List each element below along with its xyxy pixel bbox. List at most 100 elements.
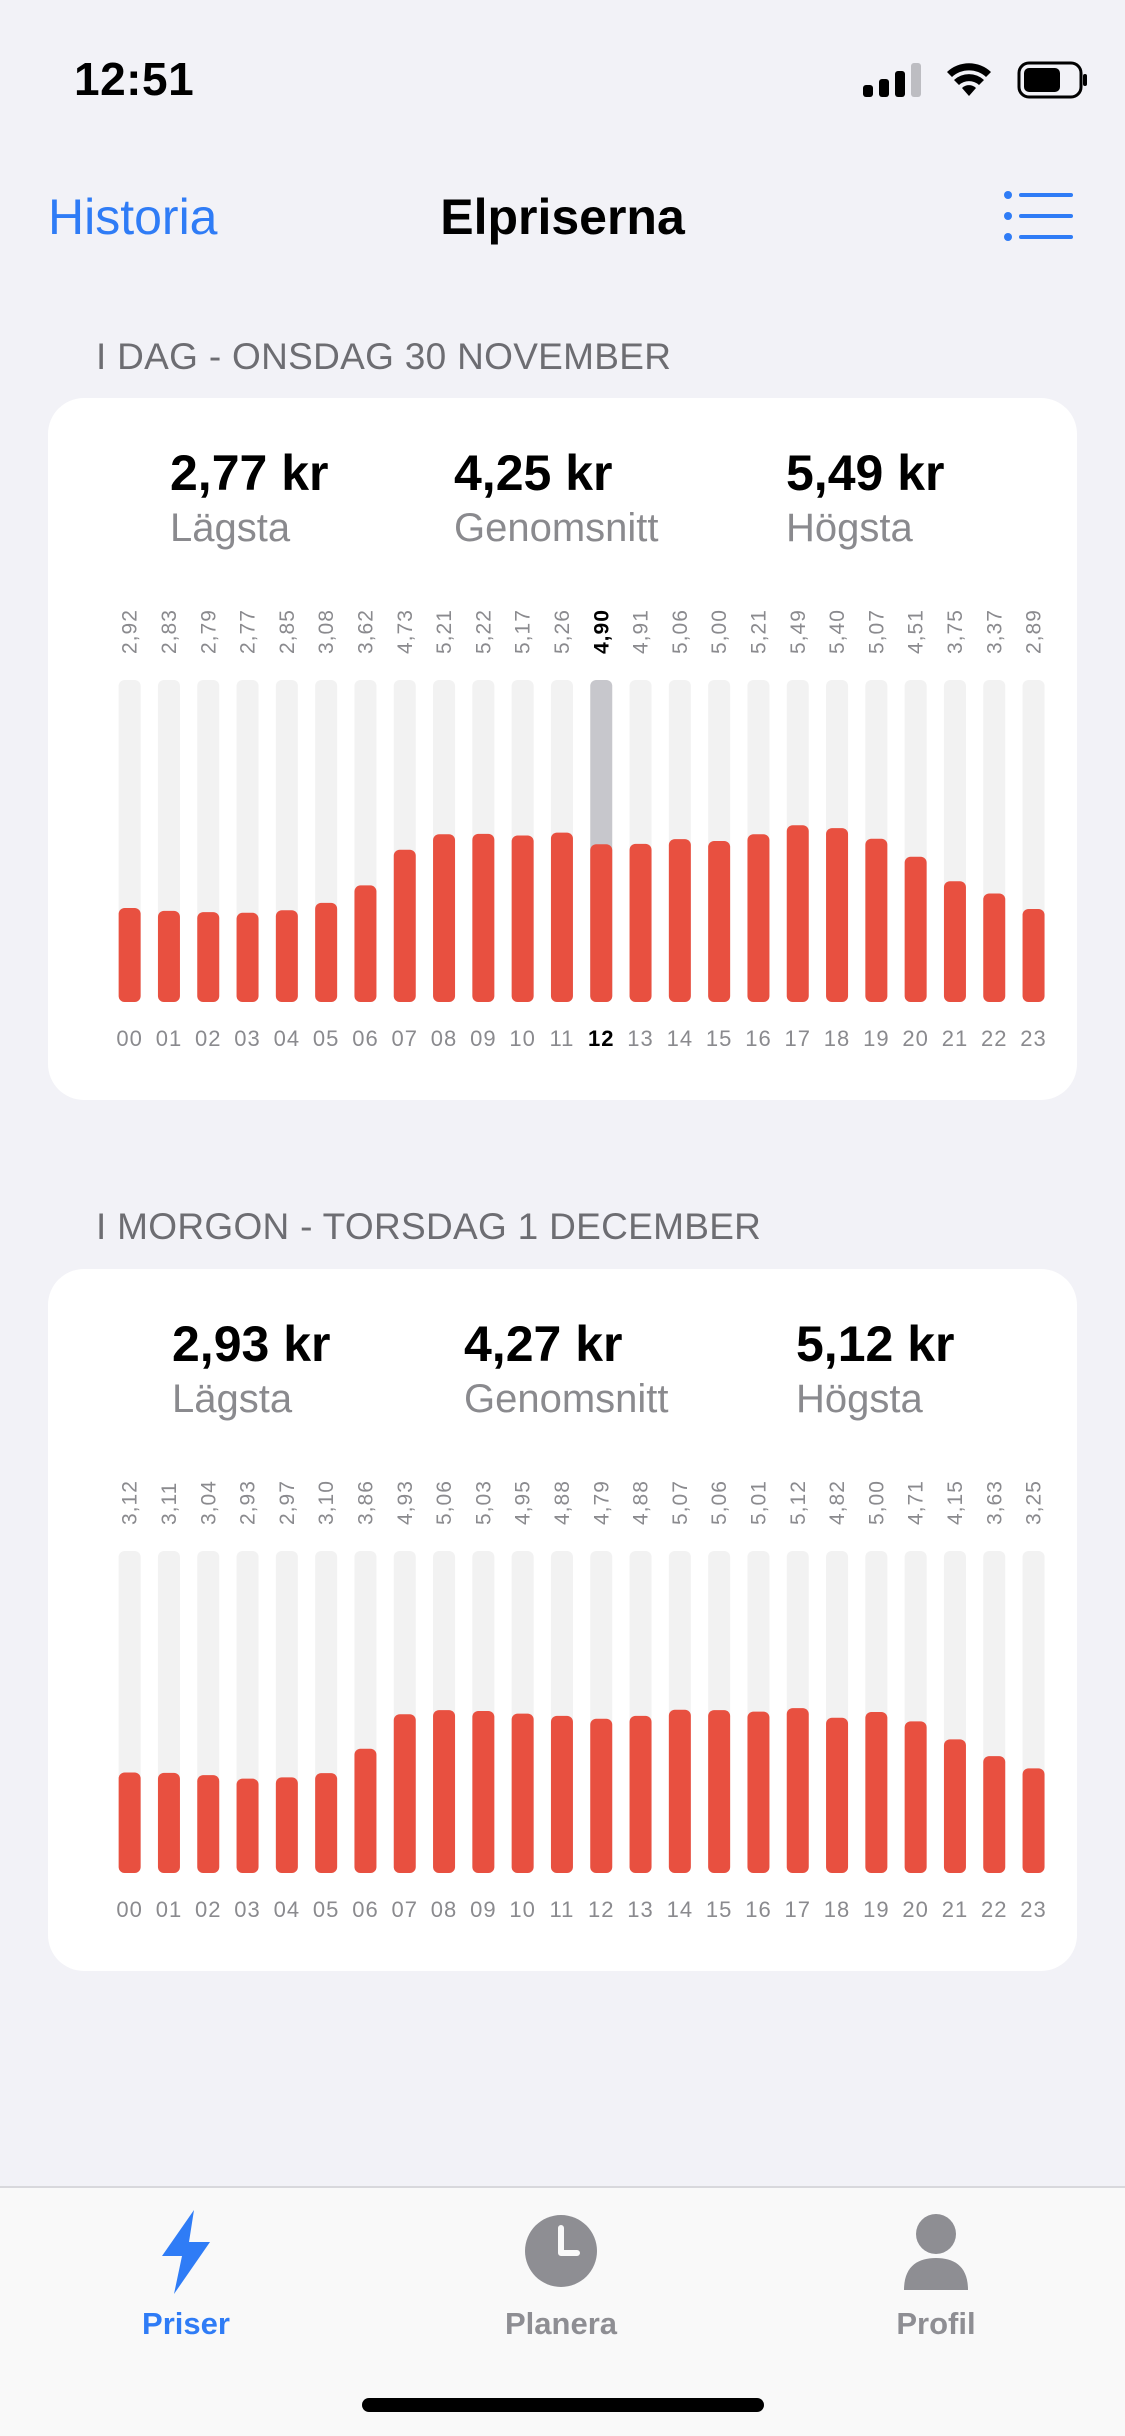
price-bar[interactable] — [629, 843, 652, 1002]
value-label: 5,26 — [551, 609, 574, 654]
price-bar[interactable] — [943, 881, 966, 1002]
price-bar[interactable] — [668, 839, 691, 1002]
hour-tick-label: 13 — [627, 1026, 653, 1051]
value-label: 4,91 — [630, 609, 653, 654]
hour-tick-label: 21 — [942, 1026, 968, 1051]
summary-max-label: Högsta — [786, 506, 913, 550]
price-bar[interactable] — [550, 1715, 573, 1873]
hour-tick-label: 07 — [392, 1026, 418, 1051]
value-label: 3,86 — [354, 1480, 377, 1525]
value-label: 5,01 — [747, 1480, 770, 1525]
price-bar[interactable] — [865, 838, 888, 1002]
hour-tick-label: 20 — [902, 1026, 928, 1051]
value-label: 2,77 — [237, 609, 260, 654]
price-bar[interactable] — [236, 1778, 259, 1873]
price-bar[interactable] — [472, 833, 495, 1002]
price-bar[interactable] — [590, 844, 613, 1002]
hour-tick-label: 16 — [745, 1897, 771, 1922]
price-bar[interactable] — [708, 841, 731, 1002]
price-bar[interactable] — [747, 834, 770, 1002]
price-bar[interactable] — [275, 1777, 298, 1873]
value-label: 5,21 — [433, 609, 456, 654]
hour-tick-label: 20 — [902, 1897, 928, 1922]
price-bar[interactable] — [983, 1756, 1006, 1873]
price-bar[interactable] — [393, 1714, 416, 1873]
hour-tick-label: 15 — [706, 1026, 732, 1051]
price-bar[interactable] — [236, 912, 259, 1002]
price-bar[interactable] — [904, 856, 927, 1002]
price-bar[interactable] — [511, 835, 534, 1002]
hour-tick-label: 10 — [509, 1897, 535, 1922]
summary-max-label: Högsta — [796, 1377, 923, 1421]
value-label: 2,97 — [276, 1480, 299, 1525]
tab-bar: Priser Planera Profil — [0, 2186, 1125, 2436]
price-bar[interactable] — [708, 1710, 731, 1873]
price-bar[interactable] — [943, 1739, 966, 1873]
hour-tick-label: 18 — [824, 1897, 850, 1922]
value-label: 3,37 — [983, 609, 1006, 654]
price-bar[interactable] — [983, 893, 1006, 1002]
price-bar[interactable] — [157, 1772, 180, 1873]
price-bar[interactable] — [904, 1721, 927, 1873]
price-bar[interactable] — [826, 828, 849, 1002]
price-bar[interactable] — [197, 1775, 220, 1873]
price-bar[interactable] — [118, 1772, 141, 1873]
price-bar[interactable] — [747, 1711, 770, 1873]
value-label: 4,95 — [512, 1480, 535, 1525]
hour-tick-label: 14 — [667, 1897, 693, 1922]
price-bar[interactable] — [315, 1773, 338, 1873]
price-bar[interactable] — [511, 1713, 534, 1873]
price-bar[interactable] — [315, 902, 338, 1002]
price-bar[interactable] — [118, 907, 141, 1002]
summary-min-value: 2,93 kr — [172, 1316, 331, 1372]
tab-label: Planera — [504, 2306, 617, 2341]
price-bar[interactable] — [157, 910, 180, 1002]
price-bar[interactable] — [786, 825, 809, 1002]
list-icon[interactable] — [1003, 190, 1073, 242]
price-bar[interactable] — [433, 834, 456, 1002]
price-bar[interactable] — [354, 885, 377, 1002]
value-label: 4,88 — [551, 1480, 574, 1525]
price-bar[interactable] — [826, 1717, 849, 1873]
price-bar[interactable] — [550, 832, 573, 1002]
hour-tick-label: 04 — [274, 1026, 300, 1051]
tab-profil[interactable]: Profil — [826, 2206, 1046, 2342]
hour-tick-label: 05 — [313, 1026, 339, 1051]
hour-tick-label: 00 — [116, 1026, 142, 1051]
value-label: 3,11 — [158, 1482, 181, 1525]
value-label: 2,83 — [158, 609, 181, 654]
hour-tick-label: 12 — [588, 1897, 614, 1922]
price-bar[interactable] — [865, 1712, 888, 1873]
price-bar[interactable] — [1022, 908, 1045, 1002]
value-label: 5,07 — [865, 609, 888, 654]
value-label: 4,90 — [590, 609, 613, 654]
tab-planera[interactable]: Planera — [451, 2206, 671, 2342]
tab-label: Priser — [142, 2306, 230, 2341]
price-bar[interactable] — [1022, 1768, 1045, 1873]
price-bar[interactable] — [275, 910, 298, 1002]
value-label: 3,08 — [315, 609, 338, 654]
summary-avg-label: Genomsnitt — [454, 506, 659, 550]
price-bar[interactable] — [472, 1711, 495, 1873]
tab-priser[interactable]: Priser — [76, 2206, 296, 2342]
tomorrow-price-chart: 3,12 00 3,11 01 3,04 02 2,93 03 2,97 04 3,10 05 3,86… — [48, 1269, 1077, 1971]
value-label: 4,71 — [905, 1480, 928, 1525]
status-time: 12:51 — [74, 53, 195, 105]
price-bar[interactable] — [393, 849, 416, 1002]
signal-icon — [863, 63, 921, 97]
price-bar[interactable] — [668, 1709, 691, 1873]
price-bar[interactable] — [433, 1710, 456, 1873]
price-bar[interactable] — [786, 1708, 809, 1873]
price-bar[interactable] — [354, 1748, 377, 1873]
price-bar[interactable] — [629, 1715, 652, 1873]
navigation-bar: Historia Elpriserna — [0, 170, 1125, 260]
hour-tick-label: 03 — [234, 1026, 260, 1051]
value-label: 5,06 — [708, 1480, 731, 1525]
historia-button[interactable]: Historia — [48, 189, 218, 245]
price-bar[interactable] — [590, 1718, 613, 1873]
price-bar[interactable] — [197, 912, 220, 1002]
hour-tick-label: 08 — [431, 1897, 457, 1922]
hour-tick-label: 09 — [470, 1897, 496, 1922]
value-label: 3,75 — [944, 609, 967, 654]
hour-tick-label: 14 — [667, 1026, 693, 1051]
